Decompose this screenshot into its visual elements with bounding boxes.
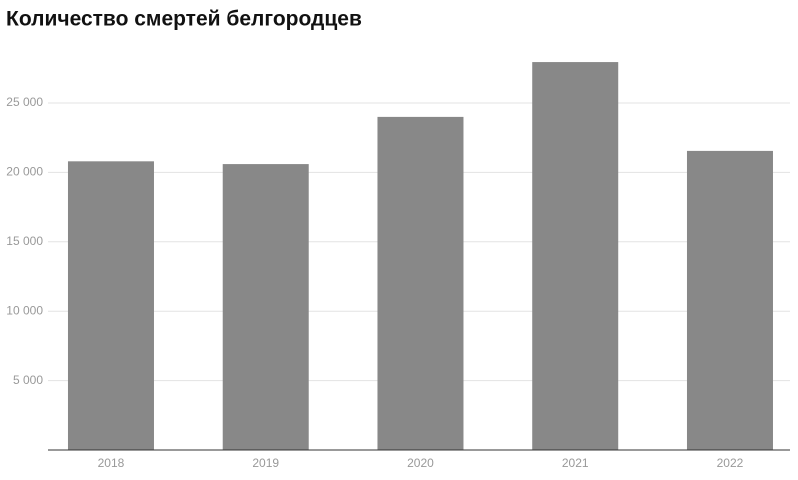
x-tick-label: 2019 bbox=[252, 456, 279, 470]
y-tick-label: 15 000 bbox=[6, 234, 43, 248]
y-tick-label: 5 000 bbox=[13, 373, 43, 387]
chart-title: Количество смертей белгородцев bbox=[6, 8, 362, 31]
bar bbox=[532, 62, 619, 451]
x-tick-label: 2018 bbox=[98, 456, 125, 470]
x-tick-label: 2020 bbox=[407, 456, 434, 470]
y-tick-label: 20 000 bbox=[6, 165, 43, 179]
bar bbox=[222, 164, 309, 450]
x-tick-label: 2021 bbox=[562, 456, 589, 470]
bar bbox=[67, 161, 154, 450]
bar bbox=[377, 116, 464, 451]
y-tick-label: 25 000 bbox=[6, 95, 43, 109]
y-tick-label: 10 000 bbox=[6, 303, 43, 317]
bar bbox=[686, 150, 773, 450]
x-tick-label: 2022 bbox=[717, 456, 744, 470]
